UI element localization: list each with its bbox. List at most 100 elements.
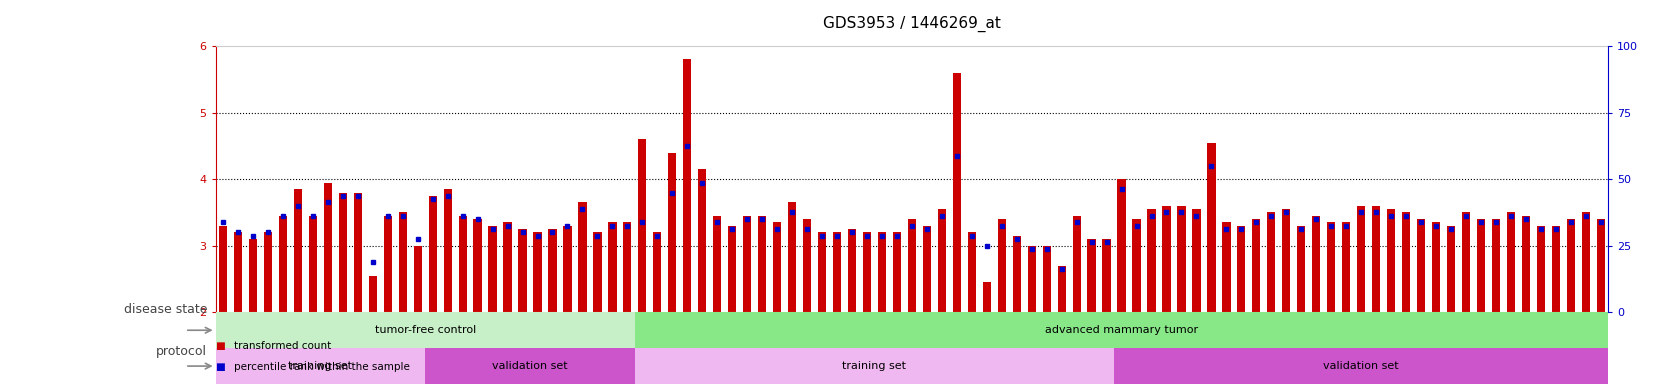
Bar [368, 276, 376, 312]
Bar [1372, 206, 1379, 312]
Bar [1387, 209, 1395, 312]
Bar [832, 232, 840, 312]
Bar [1326, 222, 1334, 312]
Bar [1147, 209, 1155, 312]
Bar [1162, 206, 1170, 312]
Bar [635, 312, 1607, 348]
Bar [504, 222, 512, 312]
Bar [713, 216, 721, 312]
Bar [1476, 219, 1485, 312]
Bar [1551, 226, 1559, 312]
Bar [1012, 236, 1021, 312]
Bar [1417, 219, 1425, 312]
Bar [1311, 216, 1319, 312]
Text: ■: ■ [215, 362, 225, 372]
Bar [1355, 206, 1364, 312]
Bar [1087, 239, 1095, 312]
Bar [998, 219, 1006, 312]
Bar [953, 73, 961, 312]
Bar [1236, 226, 1244, 312]
Bar [1072, 216, 1080, 312]
Bar [1341, 222, 1349, 312]
Text: ■: ■ [215, 341, 225, 351]
Bar [862, 232, 870, 312]
Bar [847, 229, 855, 312]
Text: percentile rank within the sample: percentile rank within the sample [234, 362, 409, 372]
Bar [1266, 212, 1274, 312]
Bar [234, 232, 242, 312]
Bar [1447, 226, 1455, 312]
Bar [459, 216, 467, 312]
Bar [923, 226, 931, 312]
Bar [891, 232, 900, 312]
Bar [578, 202, 587, 312]
Bar [683, 60, 691, 312]
Bar [802, 219, 810, 312]
Bar [1191, 209, 1200, 312]
Bar [1461, 212, 1470, 312]
Bar [563, 226, 572, 312]
Bar [938, 209, 946, 312]
Bar [668, 152, 676, 312]
Bar [398, 212, 406, 312]
Bar [1566, 219, 1574, 312]
Text: validation set: validation set [1322, 361, 1399, 371]
Bar [1114, 348, 1607, 384]
Bar [698, 169, 706, 312]
Bar [608, 222, 616, 312]
Bar [1251, 219, 1259, 312]
Bar [1521, 216, 1529, 312]
Bar [424, 348, 635, 384]
Text: GDS3953 / 1446269_at: GDS3953 / 1446269_at [822, 15, 1001, 31]
Bar [1206, 142, 1215, 312]
Bar [519, 229, 527, 312]
Bar [215, 348, 424, 384]
Bar [877, 232, 885, 312]
Bar [817, 232, 825, 312]
Bar [1596, 219, 1604, 312]
Bar [1281, 209, 1289, 312]
Bar [1102, 239, 1110, 312]
Bar [1432, 222, 1440, 312]
Bar [353, 192, 361, 312]
Bar [1296, 226, 1304, 312]
Bar [278, 216, 287, 312]
Bar [534, 232, 542, 312]
Bar [787, 202, 795, 312]
Bar [249, 239, 257, 312]
Bar [1491, 219, 1500, 312]
Bar [1176, 206, 1185, 312]
Text: disease state: disease state [124, 303, 207, 316]
Bar [1057, 266, 1065, 312]
Bar [413, 246, 421, 312]
Bar [1536, 226, 1544, 312]
Bar [428, 196, 436, 312]
Text: validation set: validation set [492, 361, 567, 371]
Bar [742, 216, 751, 312]
Bar [638, 139, 646, 312]
Bar [1042, 246, 1051, 312]
Bar [489, 226, 497, 312]
Bar [323, 182, 331, 312]
Text: protocol: protocol [156, 345, 207, 358]
Bar [308, 216, 316, 312]
Bar [757, 216, 766, 312]
Bar [635, 348, 1114, 384]
Text: tumor-free control: tumor-free control [374, 325, 476, 335]
Bar [474, 219, 482, 312]
Bar [1132, 219, 1140, 312]
Text: transformed count: transformed count [234, 341, 331, 351]
Text: training set: training set [288, 361, 353, 371]
Text: advanced mammary tumor: advanced mammary tumor [1044, 325, 1198, 335]
Bar [263, 232, 272, 312]
Bar [593, 232, 601, 312]
Bar [983, 282, 991, 312]
Bar [444, 189, 451, 312]
Bar [383, 216, 391, 312]
Bar [219, 226, 227, 312]
Bar [1221, 222, 1229, 312]
Bar [338, 192, 346, 312]
Bar [548, 229, 557, 312]
Bar [772, 222, 780, 312]
Bar [215, 312, 635, 348]
